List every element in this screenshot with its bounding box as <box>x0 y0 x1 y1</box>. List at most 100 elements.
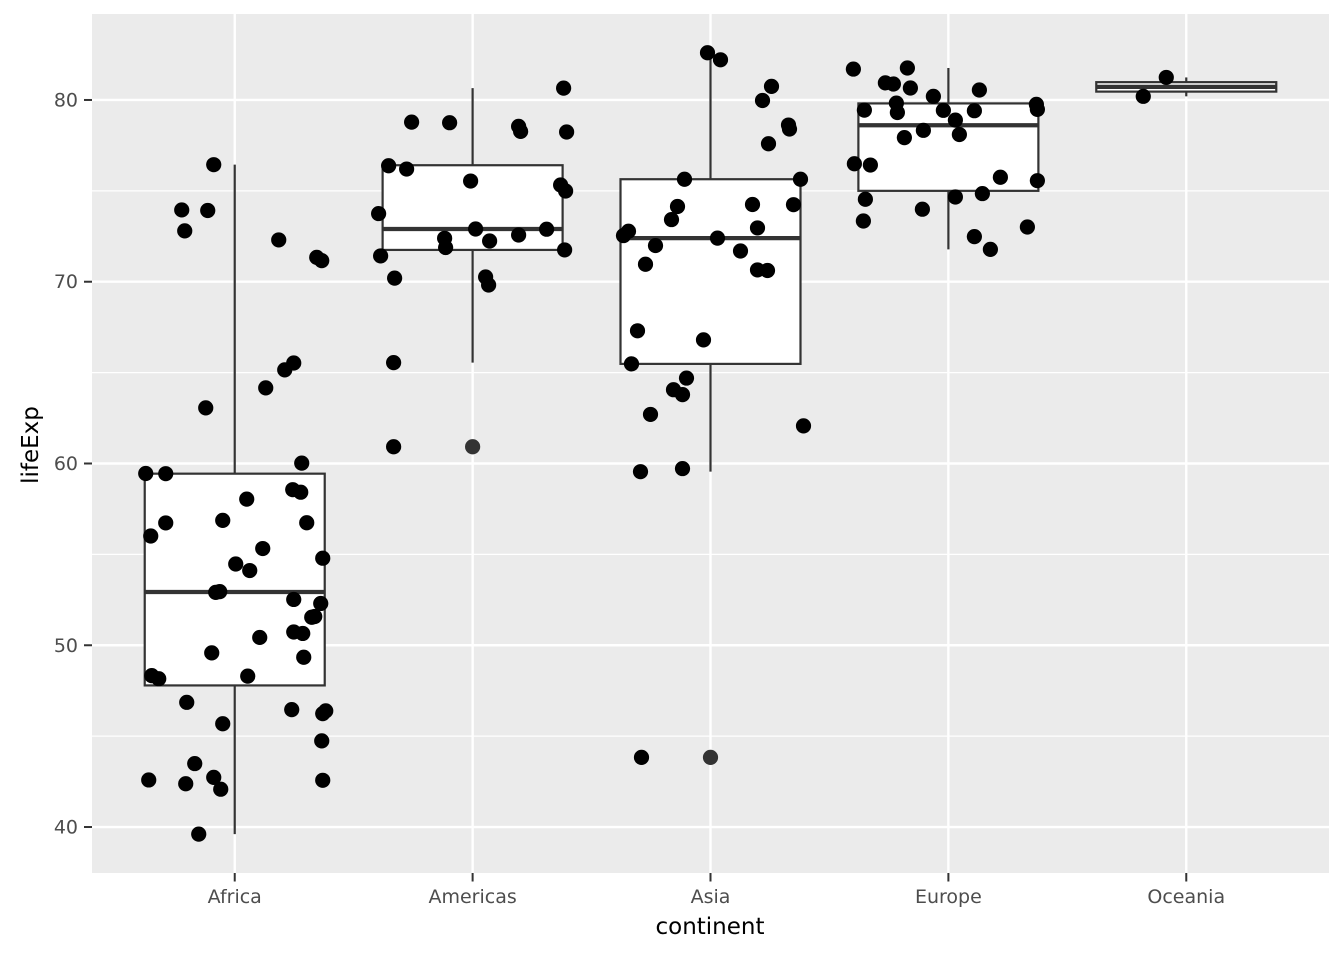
data-point-africa <box>179 694 195 710</box>
y-tick-label-50: 50 <box>54 635 78 657</box>
x-axis-title: continent <box>655 914 764 940</box>
data-point-asia <box>754 92 771 109</box>
data-point-africa <box>198 400 214 416</box>
data-point-africa <box>158 515 174 531</box>
data-point-americas <box>438 239 454 256</box>
data-point-americas <box>381 158 397 174</box>
data-point-europe <box>974 185 990 202</box>
x-tick-label-americas: Americas <box>428 886 516 908</box>
data-point-africa <box>208 584 224 600</box>
data-point-americas <box>558 183 574 199</box>
data-point-asia <box>712 52 729 68</box>
y-axis-title: lifeExp <box>18 406 44 484</box>
data-point-africa <box>294 455 310 471</box>
data-point-europe <box>855 213 871 229</box>
data-point-europe <box>982 241 998 257</box>
data-point-africa <box>228 556 244 572</box>
x-tick-label-oceania: Oceania <box>1147 886 1225 908</box>
data-point-americas <box>481 277 497 293</box>
data-point-asia <box>678 370 695 386</box>
x-tick-label-asia: Asia <box>691 886 731 908</box>
data-point-africa <box>315 705 331 722</box>
data-point-europe <box>902 80 918 96</box>
data-point-africa <box>271 232 287 248</box>
y-tick-label-80: 80 <box>54 89 78 111</box>
data-point-americas <box>559 124 575 140</box>
data-point-asia <box>763 78 780 94</box>
data-point-africa <box>215 716 231 732</box>
data-point-europe <box>862 157 878 173</box>
data-point-africa <box>240 668 256 684</box>
box-africa <box>143 472 326 687</box>
data-point-asia <box>629 323 646 339</box>
data-point-africa <box>206 157 222 173</box>
data-point-americas <box>371 205 387 222</box>
data-point-oceania <box>1158 69 1174 86</box>
data-point-africa <box>299 515 315 531</box>
data-point-europe <box>925 88 941 104</box>
data-point-africa <box>284 701 300 718</box>
data-point-europe <box>915 122 931 138</box>
data-point-americas <box>482 233 498 249</box>
data-point-asia <box>663 211 680 228</box>
data-point-europe <box>947 189 963 205</box>
data-point-africa <box>178 776 194 792</box>
data-point-africa <box>191 826 207 842</box>
box-europe <box>857 102 1040 192</box>
data-point-europe <box>914 201 930 217</box>
data-point-asia <box>749 220 766 236</box>
data-point-europe <box>992 169 1008 185</box>
data-point-africa <box>304 609 320 625</box>
data-point-asia <box>759 262 776 279</box>
outlier-point-americas <box>465 439 481 455</box>
data-point-asia <box>699 45 716 61</box>
data-point-africa <box>314 253 330 269</box>
data-point-europe <box>966 103 982 119</box>
data-point-africa <box>151 671 167 687</box>
data-point-africa <box>296 649 312 665</box>
data-point-americas <box>387 270 403 286</box>
data-point-africa <box>204 645 220 661</box>
x-tick-label-europe: Europe <box>915 886 982 908</box>
data-point-americas <box>404 114 420 130</box>
data-point-africa <box>277 362 293 378</box>
data-point-asia <box>792 171 809 187</box>
data-point-asia <box>647 237 664 254</box>
data-point-africa <box>213 781 229 797</box>
data-point-oceania <box>1135 88 1151 104</box>
data-point-europe <box>947 112 963 128</box>
data-point-asia <box>669 198 686 215</box>
data-point-americas <box>442 115 458 131</box>
data-point-europe <box>951 126 967 143</box>
data-point-asia <box>676 171 693 187</box>
data-point-africa <box>215 512 231 528</box>
data-point-europe <box>1029 101 1045 118</box>
data-point-asia <box>695 332 712 348</box>
data-point-africa <box>239 491 255 507</box>
data-point-africa <box>206 769 222 785</box>
data-point-europe <box>899 60 915 76</box>
data-point-africa <box>258 380 274 396</box>
x-tick-label-africa: Africa <box>208 886 262 908</box>
data-point-asia <box>623 356 640 372</box>
data-point-americas <box>399 161 415 177</box>
data-point-asia <box>642 406 659 423</box>
data-point-europe <box>1029 173 1045 189</box>
data-point-asia <box>744 196 761 213</box>
data-point-asia <box>760 136 777 152</box>
data-point-asia <box>709 230 726 246</box>
data-point-americas <box>386 355 402 371</box>
data-point-americas <box>511 227 527 243</box>
data-point-americas <box>373 248 389 264</box>
data-point-asia <box>785 197 802 213</box>
data-point-asia <box>632 464 649 480</box>
data-point-americas <box>513 123 529 140</box>
data-point-americas <box>463 173 479 189</box>
data-point-asia <box>633 749 650 766</box>
data-point-africa <box>252 629 268 646</box>
data-point-africa <box>315 550 331 566</box>
data-point-africa <box>174 202 190 218</box>
data-point-asia <box>637 256 654 272</box>
